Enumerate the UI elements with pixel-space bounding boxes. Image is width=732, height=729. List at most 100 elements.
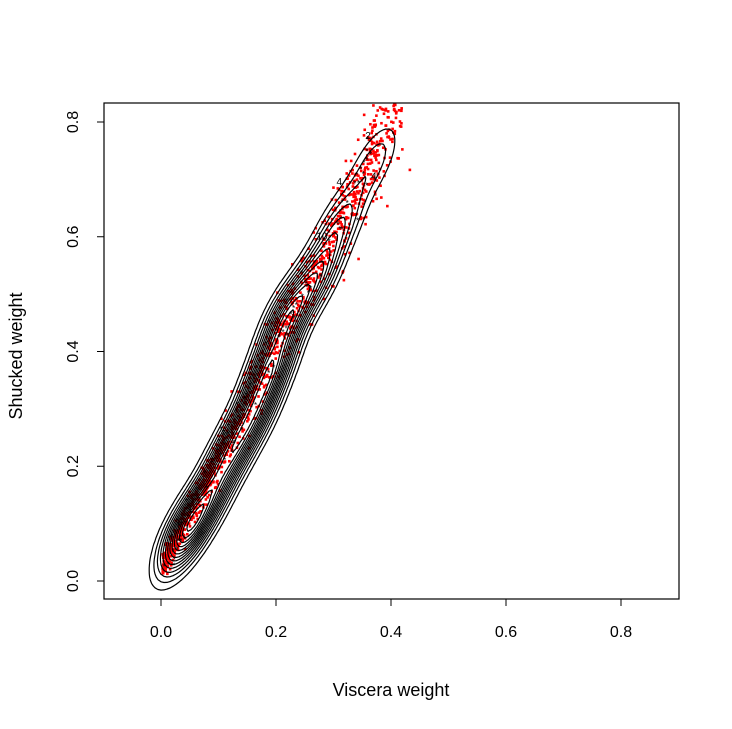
scatter-point xyxy=(202,503,206,506)
scatter-point xyxy=(172,538,176,542)
scatter-point xyxy=(341,205,344,209)
scatter-point xyxy=(197,485,201,488)
scatter-point xyxy=(315,289,319,292)
scatter-point xyxy=(294,296,298,300)
scatter-point xyxy=(346,205,349,208)
scatter-point xyxy=(216,479,219,483)
scatter-point xyxy=(217,452,220,456)
x-tick-label: 0.6 xyxy=(495,624,517,641)
scatter-point xyxy=(320,268,323,271)
scatter-point xyxy=(312,267,316,270)
scatter-point xyxy=(177,525,181,529)
contour-line xyxy=(159,203,353,573)
scatter-point xyxy=(216,444,220,447)
scatter-point xyxy=(365,158,369,161)
scatter-point xyxy=(359,166,362,170)
scatter-point xyxy=(347,174,351,177)
scatter-point xyxy=(195,514,199,518)
scatter-point xyxy=(249,409,252,413)
scatter-point xyxy=(322,242,325,246)
scatter-point xyxy=(216,467,220,470)
y-tick-label: 0.6 xyxy=(65,226,82,248)
scatter-point xyxy=(198,503,202,507)
contour-line xyxy=(173,283,311,552)
scatter-point xyxy=(273,346,277,350)
scatter-point xyxy=(330,222,334,225)
scatter-point xyxy=(179,534,182,538)
scatter-point xyxy=(377,161,381,165)
scatter-point xyxy=(368,147,372,151)
scatter-point xyxy=(364,190,368,193)
highlight-point: * xyxy=(346,199,349,208)
scatter-point xyxy=(207,493,211,497)
scatter-point xyxy=(165,548,168,552)
highlight-point: * xyxy=(284,324,287,333)
scatter-point xyxy=(259,381,262,384)
scatter-point xyxy=(343,198,347,201)
scatter-point xyxy=(339,192,343,196)
scatter-point xyxy=(323,260,327,264)
scatter-point xyxy=(384,124,388,127)
scatter-point xyxy=(162,565,165,568)
scatter-point xyxy=(326,228,329,232)
scatter-point xyxy=(362,113,366,117)
scatter-point xyxy=(356,138,360,142)
scatter-point xyxy=(381,108,385,111)
scatter-point xyxy=(382,170,386,173)
scatter-point xyxy=(380,196,383,199)
scatter-point xyxy=(192,516,195,520)
scatter-point xyxy=(375,114,378,117)
scatter-point xyxy=(366,167,370,171)
scatter-point xyxy=(400,109,403,113)
contour-line xyxy=(178,309,295,544)
scatter-point xyxy=(354,198,357,202)
contour-label: 4 xyxy=(336,177,342,188)
contour-line xyxy=(164,231,339,566)
highlight-point: * xyxy=(272,364,275,373)
scatter-point xyxy=(372,152,376,155)
scatter-point xyxy=(310,303,313,306)
scatter-point xyxy=(379,137,383,140)
scatter-point xyxy=(290,263,294,266)
scatter-point xyxy=(270,351,274,355)
scatter-point xyxy=(341,185,345,189)
scatter-point xyxy=(385,163,389,167)
scatter-point xyxy=(363,199,367,203)
y-tick-label: 0.2 xyxy=(65,455,82,477)
scatter-point xyxy=(372,169,375,172)
scatter-point xyxy=(363,188,367,192)
scatter-point xyxy=(344,236,348,240)
scatter-point xyxy=(276,325,279,328)
scatter-point xyxy=(170,561,173,565)
scatter-point xyxy=(346,182,349,186)
scatter-point xyxy=(400,107,403,110)
scatter-point xyxy=(295,306,299,310)
scatter-point xyxy=(340,225,344,228)
y-tick-label: 0.0 xyxy=(65,570,82,592)
scatter-point xyxy=(167,551,171,555)
scatter-point xyxy=(368,182,372,186)
scatter-point xyxy=(306,281,310,284)
scatter-point xyxy=(250,359,254,363)
scatter-point xyxy=(371,129,374,133)
scatter-point xyxy=(204,489,208,493)
scatter-point xyxy=(220,417,223,420)
scatter-point xyxy=(183,528,187,531)
scatter-point xyxy=(266,367,270,371)
scatter-point xyxy=(312,254,316,257)
scatter-point xyxy=(347,193,351,197)
scatter-point xyxy=(363,147,366,151)
scatter-point xyxy=(351,204,355,207)
scatter-point xyxy=(312,262,316,266)
scatter-point xyxy=(302,256,305,260)
scatter-point xyxy=(289,325,293,329)
scatter-point xyxy=(346,216,350,220)
scatter-point xyxy=(375,140,379,144)
scatter-point xyxy=(265,383,268,387)
scatter-point xyxy=(204,498,208,501)
scatter-point xyxy=(263,384,266,388)
scatter-point xyxy=(311,265,314,269)
scatter-point xyxy=(193,520,197,524)
scatter-point xyxy=(208,476,212,480)
scatter-point xyxy=(353,152,357,156)
